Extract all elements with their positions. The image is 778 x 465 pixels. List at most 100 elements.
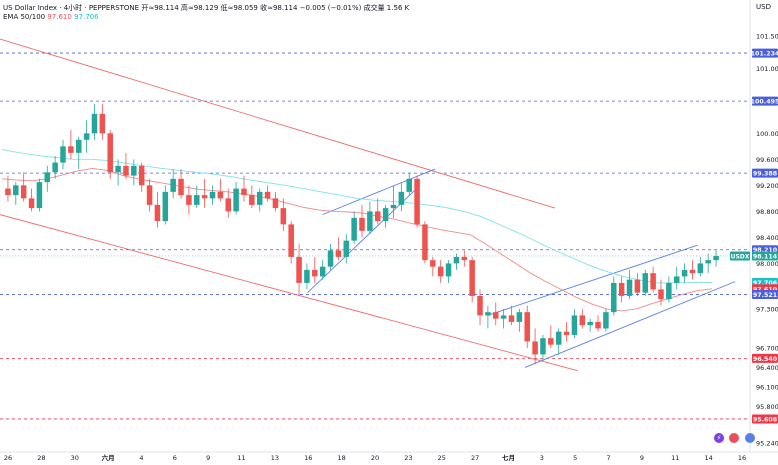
candle-body: [673, 276, 680, 283]
candle: [603, 308, 609, 332]
candle: [453, 253, 460, 270]
candle-body: [68, 146, 74, 153]
candle: [359, 204, 365, 238]
candle-body: [13, 185, 19, 196]
candle: [249, 185, 255, 209]
candle-body: [382, 208, 389, 222]
candle-body: [28, 198, 35, 209]
candle: [595, 315, 601, 332]
candle: [689, 260, 696, 280]
candle-body: [83, 133, 90, 140]
candle-body: [280, 208, 287, 225]
candle-body: [611, 282, 617, 313]
candle: [713, 250, 719, 267]
candle: [579, 308, 586, 329]
flag-icon[interactable]: [729, 433, 739, 443]
candle: [296, 243, 302, 296]
price-tick-label: 98.400: [756, 234, 778, 242]
candle-body: [194, 195, 200, 205]
candle-body: [437, 266, 444, 277]
flag-icon-2[interactable]: [745, 433, 755, 443]
candle: [68, 130, 74, 160]
candle: [178, 169, 184, 199]
price-tag-bg: [752, 251, 778, 261]
candle-body: [422, 224, 428, 261]
time-tick-label: 六月: [102, 453, 115, 461]
indicator-value-ema50: 97.610: [47, 13, 72, 21]
price-tag-label: 97.706: [753, 280, 778, 287]
alert-icon[interactable]: ⚡: [714, 433, 724, 443]
candle-body: [398, 191, 405, 205]
candle-body: [351, 217, 357, 241]
candle-body: [626, 279, 633, 296]
candle-body: [44, 172, 51, 183]
ema50-line: [1, 167, 713, 312]
candle: [162, 185, 169, 225]
time-tick-label: 16: [304, 454, 312, 461]
symbol-title[interactable]: US Dollar Index · 4小时 · PEPPERSTONE: [3, 4, 140, 12]
time-tick-label: 27: [471, 454, 479, 461]
candle-layer[interactable]: [5, 104, 719, 365]
candle: [681, 263, 688, 283]
price-tag-label: 99.388: [753, 171, 777, 178]
candle-body: [603, 312, 609, 329]
candle-body: [186, 195, 192, 205]
candle-body: [650, 273, 656, 290]
candle-body: [642, 273, 649, 293]
candle: [146, 178, 153, 212]
price-tick-label: 99.600: [756, 156, 778, 164]
time-tick-label: 9: [640, 454, 644, 461]
candle-body: [697, 263, 704, 274]
candle: [516, 308, 523, 332]
ema-layer: [1, 149, 713, 312]
candle-body: [146, 185, 153, 205]
indicator-header[interactable]: EMA 50/100 97.610 97.706: [3, 13, 99, 21]
candle: [430, 256, 436, 277]
price-tick-label: 101.500: [756, 32, 778, 40]
candle: [398, 182, 405, 212]
candle: [406, 172, 412, 196]
candle: [367, 201, 373, 235]
candle-body: [414, 178, 420, 225]
candle-body: [555, 331, 562, 345]
trendline-layer[interactable]: [0, 38, 736, 372]
symbol-header[interactable]: US Dollar Index · 4小时 · PEPPERSTONE 开≈98…: [3, 3, 409, 13]
candle-body: [201, 195, 208, 199]
price-tick-label: 96.100: [756, 383, 778, 391]
candle-body: [681, 269, 688, 277]
candle-body: [170, 178, 176, 192]
price-tick-label: 96.700: [756, 344, 778, 352]
candle-body: [178, 178, 184, 196]
candle-body: [713, 255, 719, 261]
symbol-badge-label: USDX: [731, 253, 750, 260]
price-tag-label: 100.495: [751, 99, 778, 106]
candle: [107, 130, 113, 179]
candle: [697, 256, 704, 277]
candle-body: [634, 279, 641, 293]
candle: [540, 334, 546, 361]
candle: [36, 178, 43, 212]
candle-body: [595, 321, 601, 329]
candle: [91, 104, 98, 140]
candle-body: [485, 312, 491, 316]
candle: [477, 289, 483, 326]
channel-line: [0, 38, 556, 209]
candle: [673, 266, 680, 290]
price-tag-bg: [752, 414, 778, 424]
currency-label[interactable]: USD: [756, 3, 771, 11]
ohlc-readout: 开≈98.114 高≈98.129 低≈98.059 收≈98.114 −0.0…: [141, 4, 410, 12]
candle: [508, 305, 515, 326]
candle-body: [587, 321, 593, 326]
candle-body: [60, 146, 66, 163]
channel-line: [487, 244, 698, 316]
candle-body: [469, 260, 475, 296]
candle-body: [367, 211, 373, 231]
candle-body: [312, 269, 318, 277]
candle-body: [319, 266, 326, 277]
price-tag-label: 96.540: [753, 356, 778, 363]
candle: [312, 256, 318, 283]
indicator-label: EMA 50/100: [3, 13, 46, 21]
